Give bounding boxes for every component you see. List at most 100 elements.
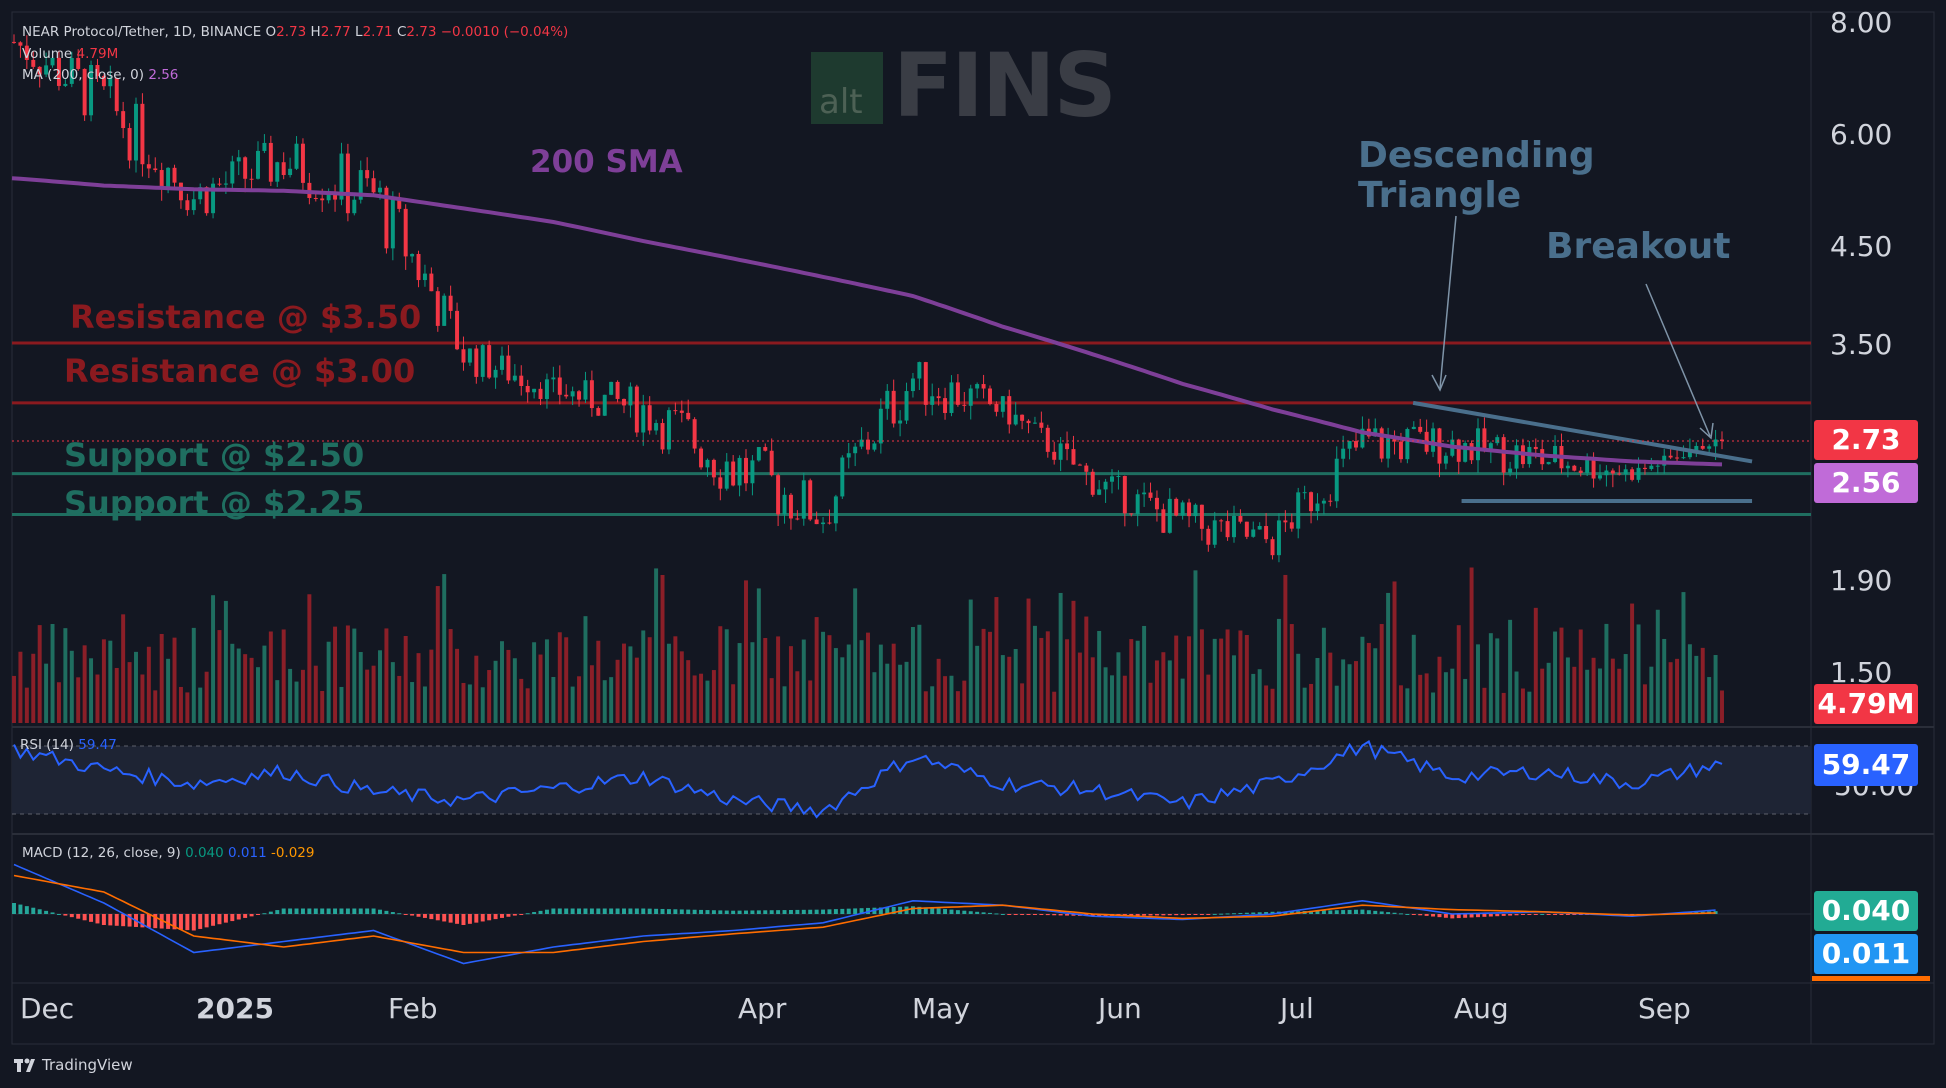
volume-bar — [1148, 682, 1153, 723]
macd-histogram-bar — [1090, 914, 1095, 917]
macd-histogram-bar — [1032, 914, 1037, 915]
volume-bar — [403, 635, 408, 723]
volume-bar — [519, 678, 524, 723]
macd-histogram-bar — [1161, 914, 1166, 916]
macd-histogram-bar — [679, 909, 684, 914]
candle-body — [480, 345, 485, 377]
macd-histogram-bar — [512, 914, 517, 916]
macd-histogram-bar — [628, 908, 633, 914]
candle-body — [1084, 465, 1089, 472]
candle-body — [429, 273, 434, 292]
candle-body — [1405, 429, 1410, 460]
volume-bar — [904, 661, 909, 723]
volume-bar — [243, 654, 248, 723]
macd-histogram-bar — [101, 914, 106, 925]
volume-bar — [686, 660, 691, 723]
candle-body — [185, 200, 190, 211]
volume-bar — [223, 600, 228, 723]
candle-body — [326, 193, 331, 201]
volume-bar — [1020, 683, 1025, 723]
macd-histogram-bar — [1148, 914, 1153, 916]
volume-bar — [1302, 687, 1307, 723]
candle-body — [153, 168, 158, 171]
ma200-line — [11, 176, 1723, 467]
candle-body — [891, 390, 896, 424]
candle-body — [1276, 520, 1281, 556]
candle-body — [686, 412, 691, 420]
candle-body — [1655, 465, 1660, 467]
macd-histogram-bar — [50, 912, 55, 914]
altfins-logo-alt: alt — [819, 82, 863, 122]
candle-body — [1565, 465, 1570, 469]
macd-histogram-bar — [37, 909, 42, 914]
candle-body — [1000, 396, 1005, 412]
macd-histogram-bar — [384, 910, 389, 914]
volume-bar — [230, 643, 235, 723]
macd-histogram-bar — [596, 908, 601, 914]
volume-bar — [551, 676, 556, 723]
volume-value: 4.79M — [76, 46, 119, 62]
candle-body — [1257, 526, 1262, 530]
macd-histogram-bar — [711, 910, 716, 914]
macd-histogram-bar — [564, 908, 569, 914]
volume-bar — [236, 648, 241, 723]
macd-histogram-bar — [1257, 912, 1262, 914]
ma-legend: MA (200, close, 0) 2.56 — [22, 67, 178, 83]
candle-body — [1431, 428, 1436, 452]
volume-bar — [1546, 662, 1551, 723]
volume-bar — [1687, 644, 1692, 723]
candle-body — [89, 64, 94, 116]
volume-bar — [846, 644, 851, 723]
macd-histogram-bar — [95, 914, 100, 924]
macd-histogram-bar — [1553, 914, 1558, 915]
candle-body — [570, 391, 575, 397]
candle-body — [1341, 448, 1346, 459]
macd-histogram-bar — [1328, 910, 1333, 914]
candle-body — [654, 423, 659, 431]
volume-bar — [564, 637, 569, 723]
candle-body — [994, 403, 999, 412]
support-250-label: Support @ $2.50 — [64, 436, 365, 474]
volume-bar — [1623, 654, 1628, 723]
candle-body — [788, 494, 793, 519]
candle-body — [647, 405, 652, 431]
candle-body — [403, 208, 408, 257]
volume-bar — [975, 645, 980, 723]
volume-bar — [917, 624, 922, 723]
volume-bar — [1533, 607, 1538, 723]
macd-histogram-bar — [1199, 914, 1204, 915]
volume-bar — [1097, 630, 1102, 723]
volume-bar — [493, 660, 498, 723]
candle-body — [949, 382, 954, 413]
volume-bar — [1681, 592, 1686, 723]
volume-bar — [776, 636, 781, 723]
macd-histogram-bar — [1527, 914, 1532, 915]
candle-body — [223, 183, 228, 185]
volume-bar — [44, 663, 49, 723]
macd-histogram-bar — [198, 914, 203, 929]
volume-bar — [1174, 635, 1179, 723]
candle-body — [37, 66, 42, 75]
candle-body — [1630, 469, 1635, 480]
macd-histogram-bar — [1315, 910, 1320, 914]
volume-bar — [609, 677, 614, 723]
candle-body — [1232, 515, 1236, 538]
volume-bar — [1116, 652, 1121, 723]
volume-bar — [994, 597, 999, 723]
ma-price-tag: 2.56 — [1814, 463, 1918, 503]
macd-histogram-bar — [1341, 910, 1346, 914]
candle-body — [814, 519, 819, 525]
candle-body — [1386, 437, 1391, 459]
volume-bar — [153, 690, 158, 723]
macd-histogram-bar — [660, 908, 665, 914]
candle-body — [1476, 428, 1480, 461]
macd-histogram-bar — [866, 907, 870, 914]
macd-histogram-bar — [114, 914, 119, 926]
candle-body — [1103, 481, 1108, 490]
volume-bar — [1334, 685, 1339, 723]
candle-body — [1020, 414, 1025, 421]
macd-histogram-bar — [769, 910, 774, 914]
pattern-label-line2: Triangle — [1358, 175, 1522, 216]
macd-histogram-bar — [1476, 914, 1480, 918]
